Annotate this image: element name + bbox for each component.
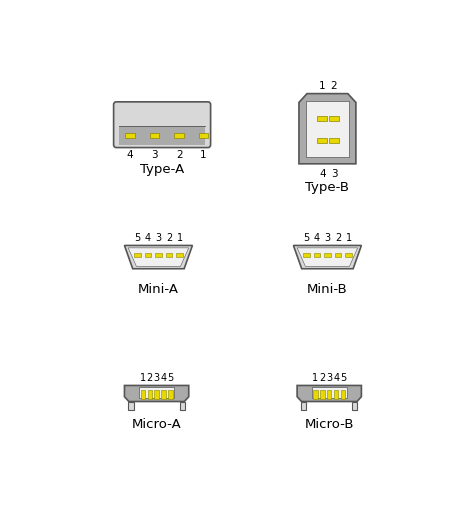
Polygon shape: [293, 245, 361, 269]
Text: 4: 4: [127, 150, 134, 160]
Text: 5: 5: [303, 233, 310, 243]
Text: 1: 1: [140, 373, 146, 382]
Bar: [128, 402, 134, 411]
Text: 2: 2: [176, 150, 182, 160]
Bar: [334, 390, 338, 399]
Text: 4: 4: [145, 233, 151, 243]
Text: Mini-A: Mini-A: [138, 283, 179, 296]
Text: 1: 1: [176, 233, 182, 243]
Bar: [341, 390, 345, 399]
Bar: [168, 390, 173, 399]
Bar: [317, 138, 328, 143]
Bar: [139, 388, 174, 398]
Text: Type-A: Type-A: [140, 163, 184, 176]
Bar: [317, 116, 328, 121]
Polygon shape: [299, 94, 356, 164]
Bar: [166, 254, 173, 257]
Text: 2: 2: [319, 373, 326, 382]
Text: 3: 3: [326, 373, 332, 382]
Bar: [155, 254, 162, 257]
Polygon shape: [125, 386, 189, 402]
Text: 5: 5: [167, 373, 173, 382]
Bar: [134, 254, 141, 257]
Text: 1: 1: [201, 150, 207, 160]
Polygon shape: [297, 386, 361, 402]
Text: 4: 4: [314, 233, 320, 243]
Bar: [301, 402, 306, 411]
Text: 2: 2: [335, 233, 341, 243]
Bar: [352, 402, 357, 411]
Text: 5: 5: [134, 233, 140, 243]
Text: 2: 2: [146, 373, 153, 382]
Bar: [199, 133, 209, 139]
Bar: [141, 390, 145, 399]
Bar: [119, 126, 205, 145]
Text: 3: 3: [331, 169, 337, 179]
Text: 3: 3: [151, 150, 158, 160]
Polygon shape: [125, 245, 192, 269]
Bar: [327, 390, 331, 399]
Bar: [320, 390, 325, 399]
Text: 4: 4: [160, 373, 166, 382]
Bar: [174, 133, 184, 139]
Text: Mini-B: Mini-B: [307, 283, 348, 296]
Bar: [176, 254, 183, 257]
Bar: [161, 390, 166, 399]
Bar: [145, 254, 151, 257]
Text: 2: 2: [166, 233, 172, 243]
Polygon shape: [128, 248, 189, 266]
Bar: [329, 138, 339, 143]
Bar: [125, 133, 135, 139]
Text: 2: 2: [331, 81, 337, 91]
Polygon shape: [297, 248, 358, 266]
Text: 4: 4: [319, 169, 326, 179]
Bar: [311, 388, 347, 398]
Bar: [313, 390, 318, 399]
Bar: [150, 133, 159, 139]
Bar: [306, 101, 349, 157]
Text: 3: 3: [324, 233, 330, 243]
Bar: [313, 254, 320, 257]
Text: Type-B: Type-B: [305, 181, 349, 194]
Bar: [303, 254, 310, 257]
Bar: [324, 254, 331, 257]
Bar: [345, 254, 352, 257]
Text: 1: 1: [312, 373, 319, 382]
Bar: [329, 116, 339, 121]
Bar: [335, 254, 341, 257]
Text: 4: 4: [333, 373, 339, 382]
FancyBboxPatch shape: [114, 102, 210, 147]
Text: 5: 5: [340, 373, 346, 382]
Bar: [180, 402, 185, 411]
Text: Micro-A: Micro-A: [132, 417, 182, 430]
Text: 1: 1: [319, 81, 326, 91]
Bar: [147, 390, 152, 399]
Text: 3: 3: [155, 233, 162, 243]
Text: 3: 3: [154, 373, 160, 382]
Text: 1: 1: [346, 233, 352, 243]
Bar: [155, 390, 159, 399]
Text: Micro-B: Micro-B: [304, 417, 354, 430]
